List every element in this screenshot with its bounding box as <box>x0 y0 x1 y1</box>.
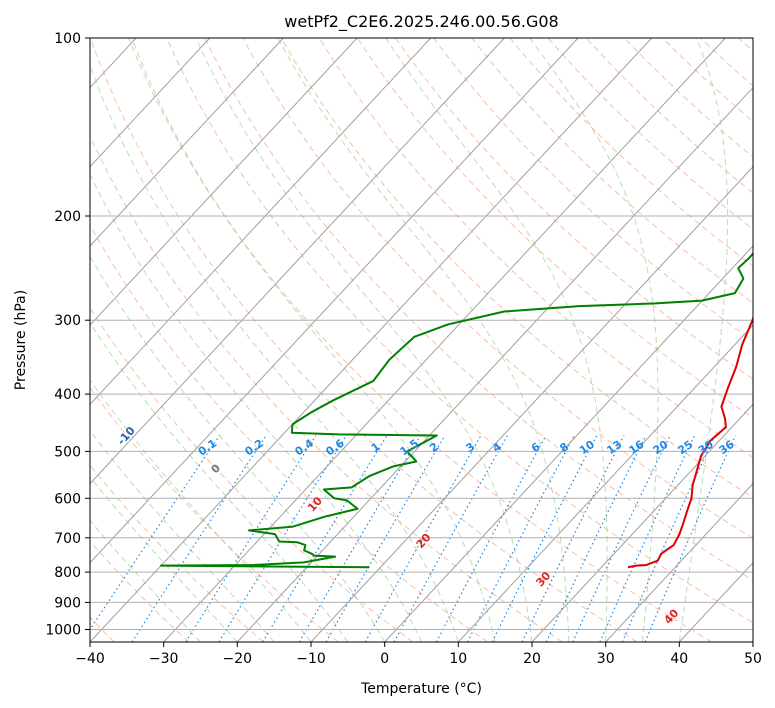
mixing-ratio-line <box>90 435 221 631</box>
y-tick-label: 600 <box>54 491 81 507</box>
chart-title: wetPf2_C2E6.2025.246.00.56.G08 <box>284 12 558 32</box>
isotherm-line <box>90 38 653 642</box>
sounding-profiles <box>160 251 753 569</box>
dry-adiabat-line <box>166 38 753 624</box>
isotherm-line <box>384 245 753 642</box>
mixing-ratio-line <box>435 435 547 642</box>
y-axis-title: Pressure (hPa) <box>13 290 29 390</box>
x-tick-label: 20 <box>523 651 541 667</box>
dry-adiabat-line <box>90 540 190 642</box>
x-tick-label: −20 <box>223 651 253 667</box>
moist-adiabat-line <box>678 38 729 642</box>
x-tick-label: 0 <box>380 651 389 667</box>
y-tick-label: 200 <box>54 209 81 225</box>
y-tick-label: 900 <box>54 595 81 611</box>
dry-adiabat-line <box>280 38 753 499</box>
y-axis-ticks: 100 200 300 400 500 600 700 800 900 1000 <box>45 31 90 639</box>
moist-adiabat-line <box>90 255 386 642</box>
mixing-ratio-line <box>325 435 446 642</box>
y-tick-label: 300 <box>54 313 81 329</box>
plot-area: 0.10.20.40.611.52346810131620253036-100-… <box>90 38 753 642</box>
isotherm-line <box>236 86 753 642</box>
isotherm-line <box>90 38 284 247</box>
isotherm-line <box>90 38 211 168</box>
y-tick-label: 1000 <box>45 623 81 639</box>
mixing-ratio-line <box>599 435 696 642</box>
dry-adiabat-line <box>433 38 753 342</box>
isotherm-line <box>90 38 432 406</box>
dry-adiabat-line <box>204 38 753 581</box>
moist-adiabat-line <box>195 38 533 642</box>
dewpoint-profile-line <box>160 251 753 569</box>
dry-adiabat-line <box>90 386 339 642</box>
mixing-ratio-line <box>218 435 347 642</box>
isotherm-line <box>310 165 753 642</box>
x-tick-label: 50 <box>744 651 762 667</box>
x-tick-label: 10 <box>449 651 467 667</box>
isotherm-line <box>457 324 753 642</box>
isotherm-lines <box>90 38 753 642</box>
moist-adiabat-line <box>277 38 570 642</box>
x-axis-title: Temperature (°C) <box>360 681 482 697</box>
mixing-ratio-line <box>521 435 625 642</box>
isotherm-line <box>605 482 753 642</box>
dry-adiabats <box>90 38 753 642</box>
pressure-gridlines <box>90 38 753 630</box>
moist-adiabat-line <box>90 173 422 642</box>
dry-adiabat-line <box>395 38 753 380</box>
dry-adiabat-line <box>90 38 638 642</box>
y-tick-label: 700 <box>54 531 81 547</box>
x-tick-label: −40 <box>75 651 105 667</box>
mixing-ratio-line <box>545 435 647 642</box>
mixing-ratio-line <box>364 435 482 642</box>
mixing-ratio-lines <box>90 435 737 642</box>
dry-adiabat-line <box>242 38 753 539</box>
y-tick-label: 800 <box>54 565 81 581</box>
y-tick-label: 100 <box>54 31 81 47</box>
dry-adiabat-line <box>90 134 563 642</box>
dry-adiabat-line <box>90 223 488 642</box>
x-tick-label: −10 <box>296 651 326 667</box>
mixing-ratio-line <box>572 435 671 642</box>
x-tick-label: 30 <box>597 651 615 667</box>
y-tick-label: 500 <box>54 444 81 460</box>
plot-frame <box>89 37 754 643</box>
isotherm-line <box>531 403 753 642</box>
isotherm-line <box>90 38 505 485</box>
temperature-profile-line <box>627 315 753 569</box>
dry-adiabat-line <box>471 38 753 304</box>
moist-adiabat-line <box>131 38 496 642</box>
moist-adiabat-line <box>90 519 201 642</box>
moist-adiabats <box>90 38 729 642</box>
isotherm-line <box>163 38 726 642</box>
moist-adiabat-line <box>90 322 349 642</box>
moist-adiabat-line <box>529 38 659 642</box>
isotherm-line <box>90 38 358 326</box>
dry-adiabat-line <box>90 464 264 642</box>
mixing-ratio-line <box>466 435 575 642</box>
moist-adiabat-line <box>90 379 312 642</box>
moist-adiabat-line <box>385 38 608 642</box>
moist-adiabat-line <box>90 64 459 642</box>
mixing-ratio-line <box>491 435 598 642</box>
x-tick-label: −30 <box>149 651 179 667</box>
x-axis-ticks: −40 −30 −20 −10 0 10 20 30 40 50 <box>75 642 762 667</box>
x-tick-label: 40 <box>670 651 688 667</box>
y-tick-label: 400 <box>54 387 81 403</box>
isotherm-line <box>90 38 579 564</box>
dry-adiabat-line <box>128 38 712 642</box>
mixing-ratio-line <box>644 435 737 642</box>
mixing-ratio-line <box>298 435 421 642</box>
